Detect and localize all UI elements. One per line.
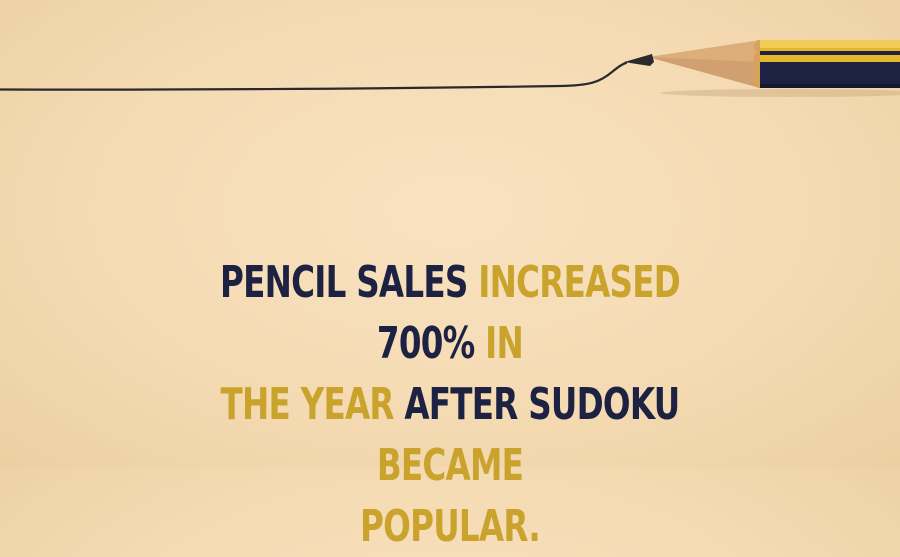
fact-text: Pencil sales increased 700% in the year … [184,252,717,557]
fact-segment-became: became [376,440,524,491]
fact-segment-pencil-sales: Pencil sales [219,257,468,308]
fact-segment-the-year: the year [220,379,395,430]
fact-segment-popular: popular. [360,501,541,552]
pencil-line-icon [0,61,628,91]
fact-segment-increased: increased [478,257,681,308]
fact-segment-in: in [485,318,524,369]
fact-segment-percentage: 700% [376,318,475,369]
pencil-illustration [0,40,900,97]
fact-card: Pencil sales increased 700% in the year … [0,40,900,552]
pencil-icon [624,40,900,97]
fact-segment-after-sudoku: after sudoku [404,379,680,430]
